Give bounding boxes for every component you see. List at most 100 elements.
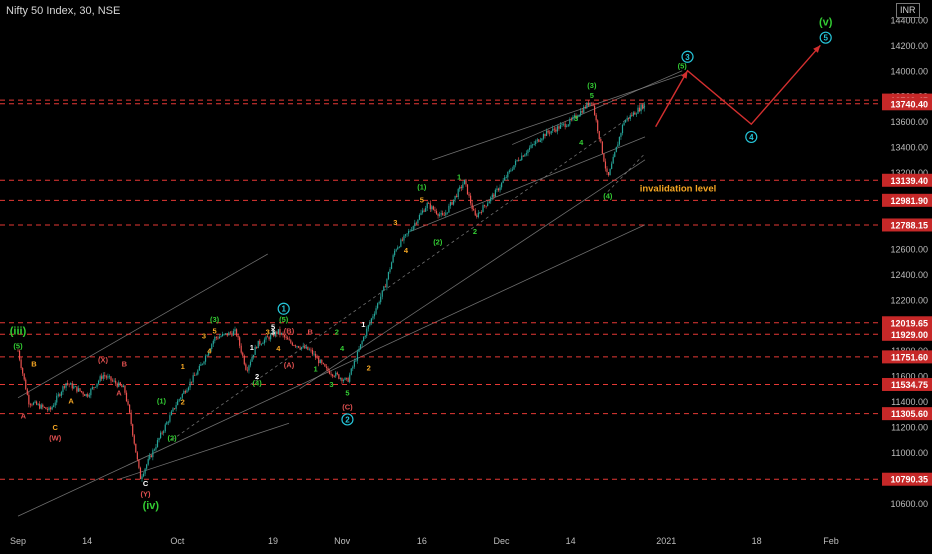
wave-label: 3 [393,218,397,227]
candle-body [307,346,309,350]
candle-body [158,438,160,441]
candle-body [321,359,323,363]
candle-body [122,385,124,388]
wave-label-circle [277,302,290,315]
candle-body [349,374,351,382]
candle-body [521,155,523,160]
candle-body [592,103,594,106]
candle-body [581,110,583,113]
candle-body [615,146,617,153]
candle-body [184,391,186,393]
wave-label-circle [681,50,694,63]
candle-body [499,187,501,191]
candle-body [583,106,585,113]
candle-body [553,128,555,130]
y-tick-label: 10600.00 [890,499,928,509]
candle-body [570,119,572,121]
candle-body [160,432,162,439]
candle-body [632,112,634,116]
candle-body [638,107,641,112]
candle-body [448,205,450,213]
candle-body [63,386,66,388]
wave-label: (iv) [143,500,160,512]
wave-label: 4 [207,347,212,356]
candle-body [375,308,377,314]
candle-body [457,189,459,197]
level-label: 11305.60 [891,409,928,419]
candle-body [528,147,531,150]
wave-label: (3) [587,81,597,90]
level-label: 11751.60 [891,352,928,362]
candle-body [172,408,174,412]
wave-label: (4) [253,379,263,388]
candle-body [280,333,283,335]
candle-body [152,450,154,458]
candle-body [456,195,458,197]
candle-body [511,169,514,171]
candle-body [403,235,405,241]
candle-body [353,361,355,367]
candle-body [545,130,548,137]
candle-body [383,286,385,291]
candle-body [71,383,73,389]
candle-body [268,337,270,340]
wave-label: (3) [210,315,220,324]
candle-body [518,159,520,161]
candle-body [67,383,69,384]
wave-label: (2) [168,433,178,442]
level-badge [882,350,932,364]
candle-body [415,222,417,224]
candle-body [544,134,546,137]
candle-body [637,107,639,114]
candle-body [412,226,414,230]
candle-body [443,215,445,216]
currency-badge[interactable]: INR [896,3,920,18]
candle-body [395,249,397,251]
wave-label: C [143,479,149,488]
wave-label: 2 [335,328,339,337]
candle-body [77,388,80,392]
candle-body [175,405,177,409]
candle-body [468,194,470,196]
y-tick-label: 11000.00 [891,448,928,458]
x-tick-label: Oct [170,536,185,546]
candle-body [617,144,619,147]
candle-body [169,415,171,422]
candle-body [125,392,128,402]
channel-line [118,422,290,480]
candle-body [445,212,447,216]
candle-body [635,113,638,115]
candle-body [212,340,214,345]
wave-label: 1 [250,343,254,352]
candle-body [132,424,134,436]
channel-dashed-line [607,153,646,192]
candle-body [287,337,289,340]
wave-label: 1 [181,362,185,371]
wave-label: (W) [49,433,62,442]
candle-body [82,392,84,395]
candle-body [107,376,109,378]
candle-body [297,346,300,348]
candle-body [378,302,380,304]
candle-body [530,144,532,148]
candle-body [305,346,307,349]
wave-label: 2 [181,398,185,407]
candle-body [350,368,352,375]
candle-body [49,407,52,410]
candle-body [90,389,92,396]
channel-line [411,136,646,232]
y-tick-label: 12400.00 [890,270,928,280]
candle-body [94,386,97,388]
candle-body [341,378,343,382]
candle-body [465,179,467,185]
candle-body [147,459,149,465]
candle-body [549,132,551,134]
x-tick-label: 2021 [656,536,676,546]
candle-body [192,375,194,383]
x-tick-label: 14 [82,536,92,546]
candle-body [46,409,49,411]
candle-body [45,407,47,410]
candle-body [273,332,275,337]
candle-body [328,370,331,374]
